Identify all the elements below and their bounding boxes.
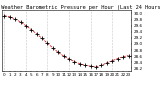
Title: Milwaukee Weather Barometric Pressure per Hour (Last 24 Hours): Milwaukee Weather Barometric Pressure pe… bbox=[0, 5, 160, 10]
